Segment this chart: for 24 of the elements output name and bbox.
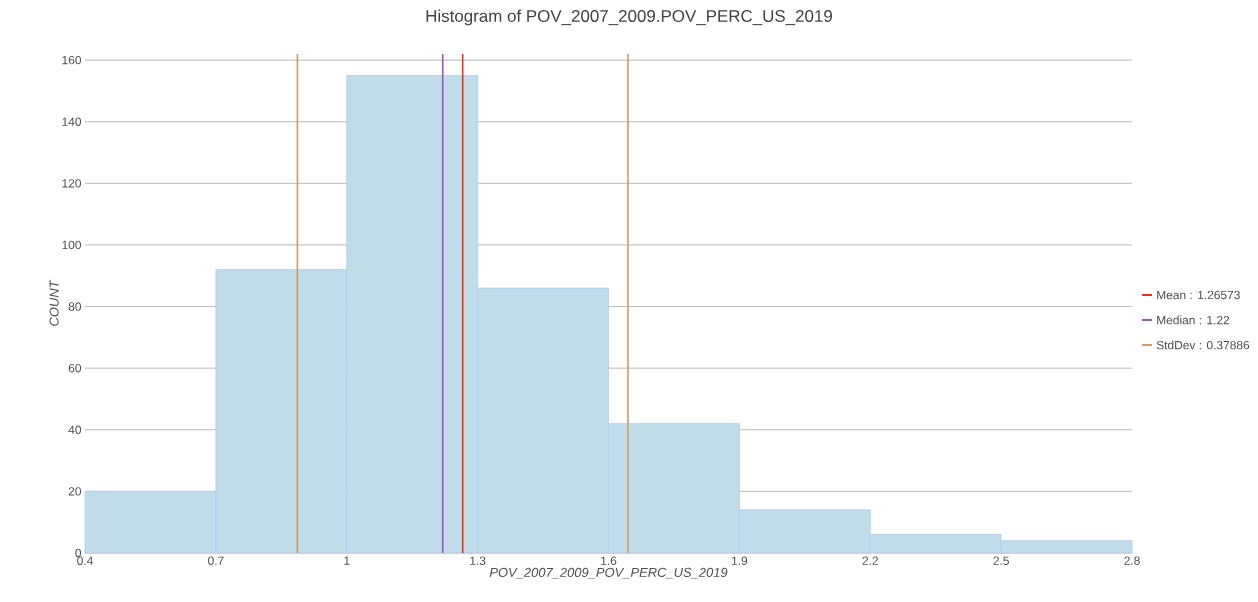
y-tick-label: 0: [75, 548, 82, 558]
x-axis-title: POV_2007_2009_POV_PERC_US_2019: [489, 567, 728, 579]
y-tick-label: 20: [68, 487, 82, 496]
y-tick-label: 100: [62, 240, 82, 250]
y-tick-label: 40: [68, 425, 82, 434]
x-tick-label: 1: [344, 556, 350, 565]
y-axis-title: COUNT: [49, 279, 59, 326]
x-tick-label: 1.9: [731, 556, 748, 565]
y-tick-label: 120: [62, 179, 82, 188]
y-tick-label: 60: [68, 363, 82, 373]
y-tick-label: 160: [62, 55, 82, 65]
x-tick-label: 1.3: [470, 556, 486, 565]
y-tick-label: 80: [68, 302, 82, 311]
text: StdDev : 0.37886: [1156, 340, 1250, 350]
x-tick-label: 1.6: [601, 556, 617, 565]
x-tick-label: 0.4: [77, 556, 93, 565]
y-tick-label: 140: [62, 117, 82, 126]
x-tick-label: 0.7: [208, 556, 224, 565]
text: Mean : 1.26573: [1157, 290, 1240, 300]
x-tick-label: 2.2: [862, 556, 878, 565]
chart-title: Histogram of POV_2007_2009.POV_PERC_US_2019: [426, 9, 832, 26]
text: Median : 1.22: [1157, 315, 1230, 325]
x-tick-label: 2.8: [1124, 556, 1140, 565]
x-tick-label: 2.5: [993, 556, 1009, 565]
